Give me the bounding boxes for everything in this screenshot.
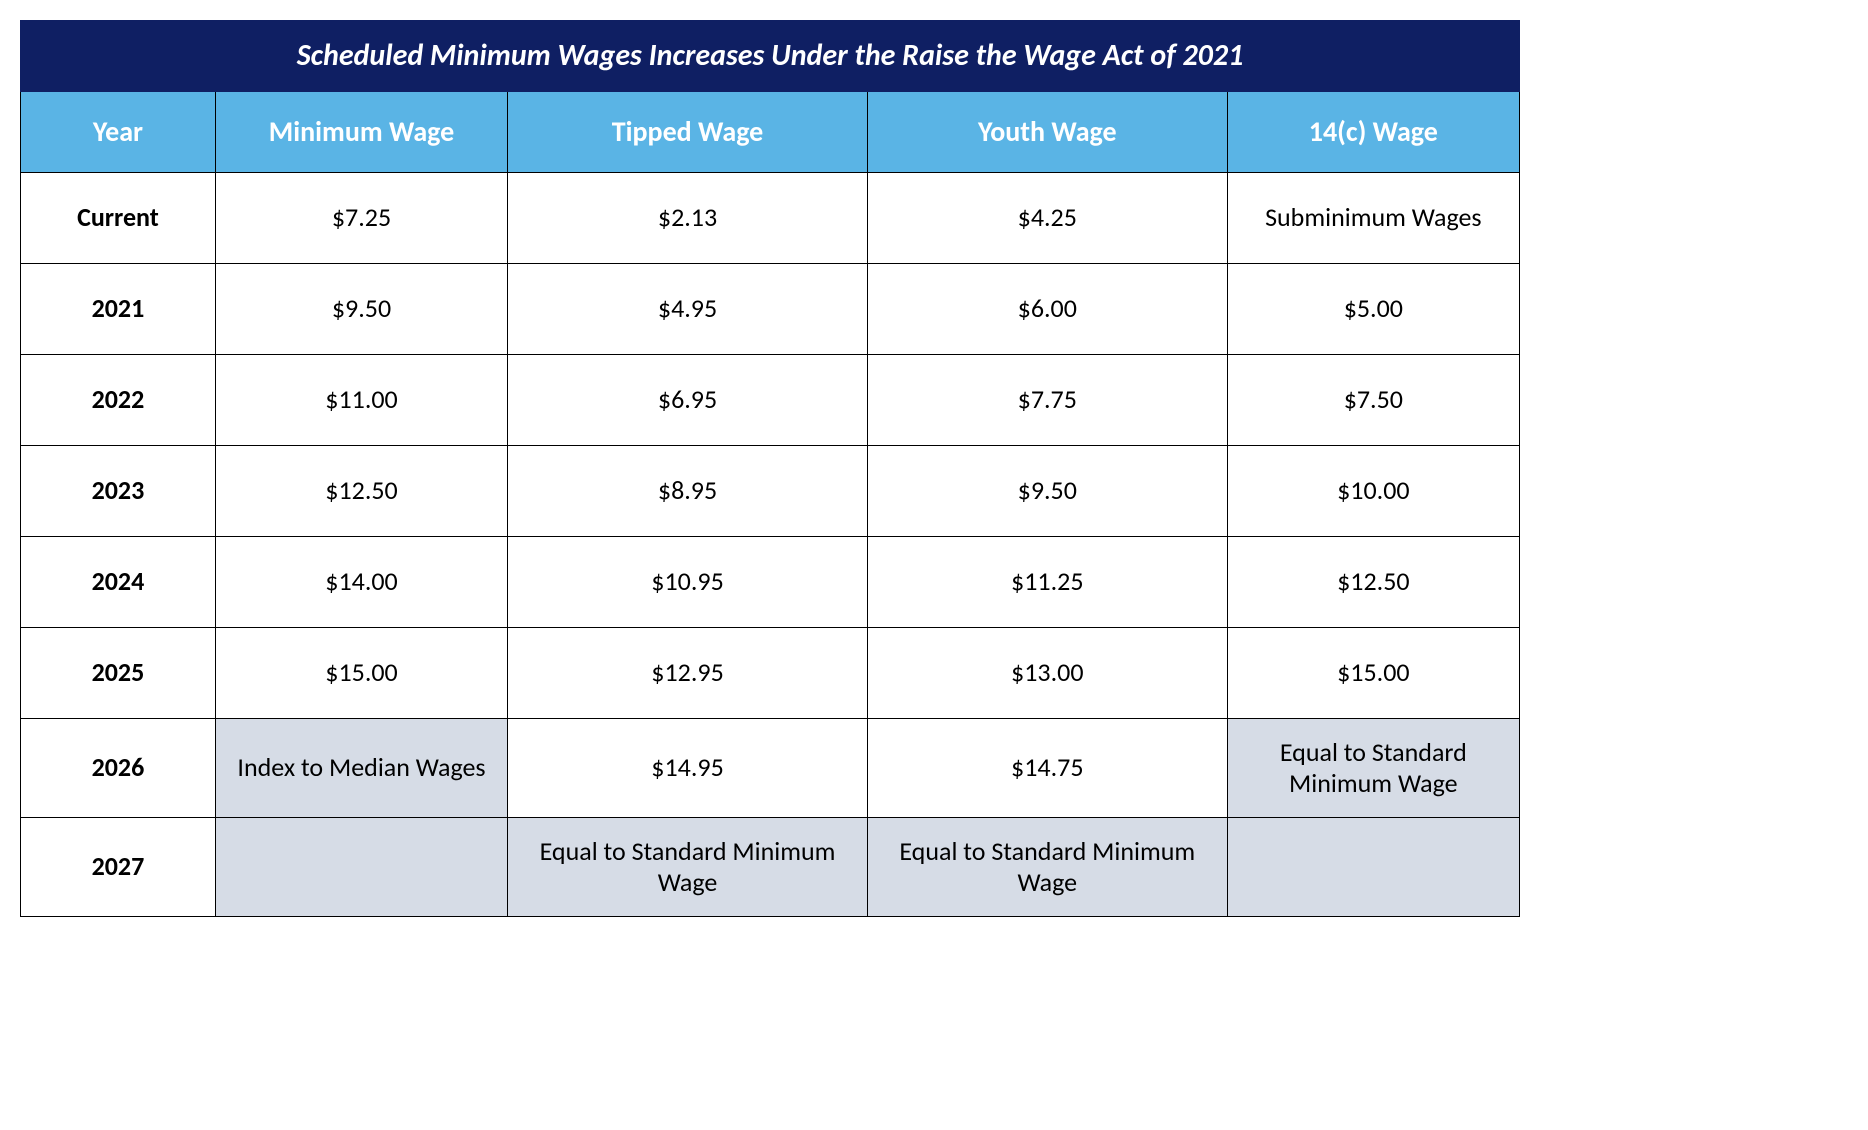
table-row: Current $7.25 $2.13 $4.25 Subminimum Wag… [21,173,1520,264]
year-cell: 2025 [21,628,216,719]
cell-tipped-wage: Equal to Standard Minimum Wage [508,818,868,917]
cell-youth-wage: $4.25 [867,173,1227,264]
year-cell: 2022 [21,355,216,446]
cell-14c-wage: $5.00 [1227,264,1519,355]
cell-minimum-wage: $12.50 [215,446,507,537]
cell-14c-wage: $10.00 [1227,446,1519,537]
cell-youth-wage: $9.50 [867,446,1227,537]
year-cell: 2021 [21,264,216,355]
table-row: 2023 $12.50 $8.95 $9.50 $10.00 [21,446,1520,537]
cell-tipped-wage: $14.95 [508,719,868,818]
year-cell: 2027 [21,818,216,917]
table-row: 2021 $9.50 $4.95 $6.00 $5.00 [21,264,1520,355]
table-body: Current $7.25 $2.13 $4.25 Subminimum Wag… [21,173,1520,917]
col-header-minimum-wage: Minimum Wage [215,92,507,173]
table-row: 2025 $15.00 $12.95 $13.00 $15.00 [21,628,1520,719]
cell-minimum-wage: Index to Median Wages [215,719,507,818]
col-header-youth-wage: Youth Wage [867,92,1227,173]
table-title: Scheduled Minimum Wages Increases Under … [21,21,1520,92]
col-header-tipped-wage: Tipped Wage [508,92,868,173]
cell-tipped-wage: $4.95 [508,264,868,355]
table-title-row: Scheduled Minimum Wages Increases Under … [21,21,1520,92]
table-row: 2024 $14.00 $10.95 $11.25 $12.50 [21,537,1520,628]
cell-minimum-wage: $11.00 [215,355,507,446]
cell-tipped-wage: $10.95 [508,537,868,628]
cell-youth-wage: $14.75 [867,719,1227,818]
cell-tipped-wage: $2.13 [508,173,868,264]
wage-table: Scheduled Minimum Wages Increases Under … [20,20,1520,917]
table-row: 2022 $11.00 $6.95 $7.75 $7.50 [21,355,1520,446]
year-cell: 2024 [21,537,216,628]
cell-minimum-wage: $7.25 [215,173,507,264]
wage-table-container: Scheduled Minimum Wages Increases Under … [20,20,1520,917]
cell-14c-wage [1227,818,1519,917]
year-cell: 2023 [21,446,216,537]
cell-minimum-wage: $15.00 [215,628,507,719]
cell-tipped-wage: $12.95 [508,628,868,719]
col-header-14c-wage: 14(c) Wage [1227,92,1519,173]
cell-youth-wage: $7.75 [867,355,1227,446]
cell-minimum-wage: $9.50 [215,264,507,355]
cell-youth-wage: Equal to Standard Minimum Wage [867,818,1227,917]
year-cell: 2026 [21,719,216,818]
year-cell: Current [21,173,216,264]
cell-youth-wage: $6.00 [867,264,1227,355]
cell-youth-wage: $11.25 [867,537,1227,628]
cell-14c-wage: Subminimum Wages [1227,173,1519,264]
table-header-row: Year Minimum Wage Tipped Wage Youth Wage… [21,92,1520,173]
cell-14c-wage: $7.50 [1227,355,1519,446]
cell-14c-wage: $15.00 [1227,628,1519,719]
table-row: 2027 Equal to Standard Minimum Wage Equa… [21,818,1520,917]
cell-14c-wage: $12.50 [1227,537,1519,628]
cell-tipped-wage: $6.95 [508,355,868,446]
cell-minimum-wage [215,818,507,917]
cell-tipped-wage: $8.95 [508,446,868,537]
cell-youth-wage: $13.00 [867,628,1227,719]
cell-minimum-wage: $14.00 [215,537,507,628]
cell-14c-wage: Equal to Standard Minimum Wage [1227,719,1519,818]
table-row: 2026 Index to Median Wages $14.95 $14.75… [21,719,1520,818]
col-header-year: Year [21,92,216,173]
